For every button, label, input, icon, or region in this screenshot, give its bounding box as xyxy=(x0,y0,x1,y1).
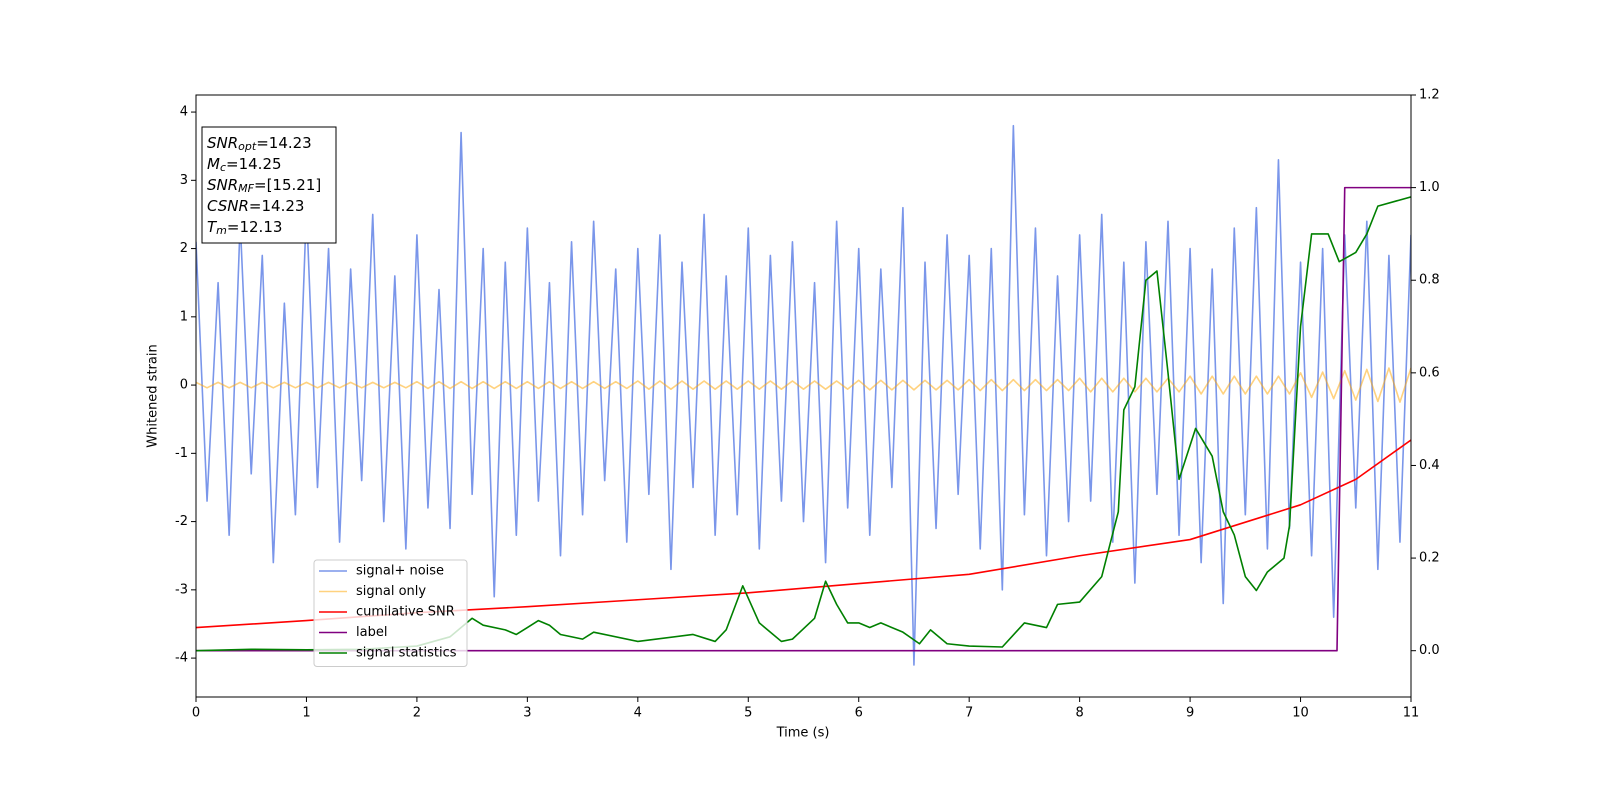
y2-tick-label: 1.2 xyxy=(1419,88,1440,103)
annotation-sub: m xyxy=(216,224,227,237)
x-tick-label: 8 xyxy=(1075,706,1083,721)
legend-label: signal only xyxy=(356,584,426,599)
y2-tick-label: 0.8 xyxy=(1419,273,1440,288)
x-tick-label: 9 xyxy=(1186,706,1194,721)
legend-label: signal statistics xyxy=(356,646,457,661)
annotation-text: =14.23 xyxy=(256,134,312,152)
y-tick-label: 0 xyxy=(180,378,188,393)
y2-tick-label: 0.0 xyxy=(1419,643,1440,658)
x-tick-label: 5 xyxy=(744,706,752,721)
annotation-text: =[15.21] xyxy=(254,176,321,194)
annotation: CSNR=14.23 xyxy=(207,197,304,215)
annotation-text: =12.13 xyxy=(227,218,283,236)
annotation-sub: opt xyxy=(238,140,257,153)
annotation: Tm=12.13 xyxy=(207,218,282,238)
x-tick-label: 1 xyxy=(302,706,310,721)
y-axis-label: Whitened strain xyxy=(146,344,161,447)
annotation-symbol: SNR xyxy=(207,134,238,152)
y-tick-label: -1 xyxy=(175,446,188,461)
y2-tick-label: 0.6 xyxy=(1419,365,1440,380)
y2-tick-label: 0.4 xyxy=(1419,458,1440,473)
annotation: Mc=14.25 xyxy=(207,155,282,175)
legend: signal+ noise signal only cumilative SNR la… xyxy=(313,559,468,667)
series-line xyxy=(196,367,1411,403)
y-tick-label: -3 xyxy=(175,582,188,597)
x-axis-label: Time (s) xyxy=(776,726,830,741)
y-tick-label: 4 xyxy=(180,105,188,120)
annotation-box: SNRopt=14.23Mc=14.25SNRMF=[15.21]CSNR=14… xyxy=(201,126,337,244)
annotation-text: =14.23 xyxy=(249,197,305,215)
y-tick-label: -2 xyxy=(175,514,188,529)
y-tick-label: -4 xyxy=(175,651,188,666)
legend-frame xyxy=(313,559,468,667)
x-tick-label: 2 xyxy=(413,706,421,721)
annotation: SNRMF=[15.21] xyxy=(207,176,321,196)
x-tick-label: 4 xyxy=(634,706,642,721)
series-line xyxy=(196,186,1411,652)
annotation-symbol: T xyxy=(207,218,218,236)
x-tick-label: 3 xyxy=(523,706,531,721)
x-tick-label: 10 xyxy=(1292,706,1309,721)
y2-tick-label: 1.0 xyxy=(1419,180,1440,195)
plot-frame xyxy=(195,94,1412,698)
y2-tick-label: 0.2 xyxy=(1419,551,1440,566)
series-line xyxy=(196,124,1411,666)
annotation-sub: MF xyxy=(238,182,254,195)
y-tick-label: 3 xyxy=(180,173,188,188)
annotation-frame xyxy=(201,126,337,244)
annotation-symbol: M xyxy=(207,155,220,173)
legend-label: label xyxy=(356,625,387,640)
x-tick-label: 11 xyxy=(1403,706,1420,721)
annotation-symbol: SNR xyxy=(207,176,238,194)
y-tick-label: 1 xyxy=(180,309,188,324)
y-tick-label: 2 xyxy=(180,241,188,256)
x-tick-label: 7 xyxy=(965,706,973,721)
x-tick-label: 0 xyxy=(192,706,200,721)
series-line xyxy=(196,196,1411,652)
annotation-symbol: CSNR xyxy=(207,197,249,215)
legend-label: cumilative SNR xyxy=(356,605,455,620)
annotation-sub: c xyxy=(220,161,226,174)
annotation-text: =14.25 xyxy=(226,155,282,173)
x-tick-label: 6 xyxy=(855,706,863,721)
annotation: SNRopt=14.23 xyxy=(207,134,312,154)
legend-label: signal+ noise xyxy=(356,564,444,579)
